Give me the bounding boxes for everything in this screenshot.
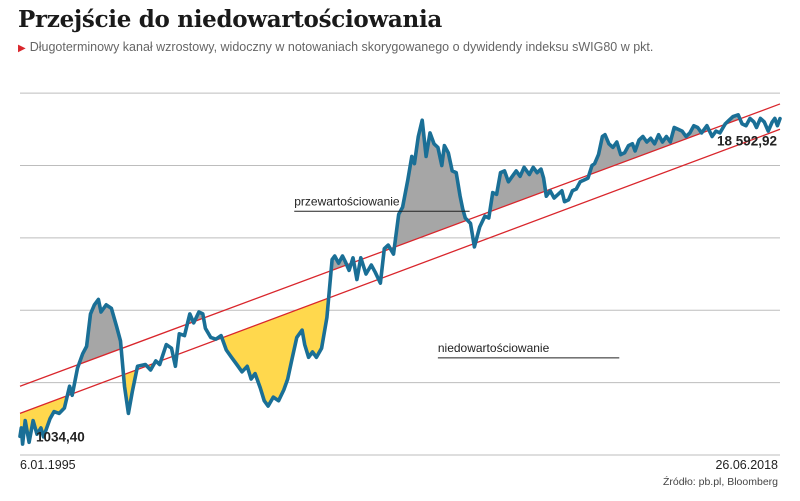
overvalued-area-7	[394, 120, 468, 248]
grid-layer	[20, 92, 780, 456]
index-line-layer	[18, 113, 782, 446]
end-value-label: 18 592,92	[717, 134, 777, 149]
chart-labels: 1034,40 18 592,92 przewartościowanie niedow…	[36, 134, 777, 445]
annotation-label-0: przewartościowanie	[294, 194, 400, 208]
x-tick-label-end: 26.06.2018	[715, 458, 778, 472]
chart-subtitle: ▶ Długoterminowy kanał wzrostowy, widoczn…	[18, 40, 653, 54]
undervalued-area-6	[221, 298, 329, 407]
annotation-label-1: niedowartościowanie	[438, 341, 550, 355]
undervalued-area-0	[20, 395, 68, 445]
subtitle-text: Długoterminowy kanał wzrostowy, widoczny…	[29, 40, 654, 54]
overvalued-area-9	[589, 125, 710, 175]
x-tick-label-start: 6.01.1995	[20, 458, 76, 472]
triangle-marker-icon: ▶	[18, 43, 26, 54]
overvalued-area-0	[78, 299, 122, 365]
overvalued-area-8	[489, 167, 546, 212]
index-line	[18, 113, 782, 446]
chart-title: Przejście do niedowartościowania	[18, 6, 442, 33]
start-value-label: 1034,40	[36, 429, 85, 444]
source-note: Źródło: pb.pl, Bloomberg	[663, 476, 778, 488]
channel-lines	[19, 103, 781, 414]
channel-line-lower	[19, 128, 781, 414]
channel-line-upper	[19, 103, 781, 387]
